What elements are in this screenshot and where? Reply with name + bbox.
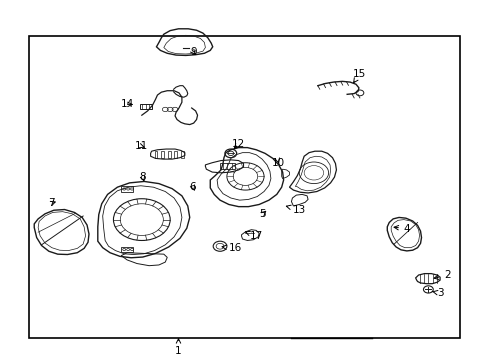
Bar [121,247,133,252]
Text: 14: 14 [121,99,134,109]
Text: 9: 9 [190,47,197,57]
Text: 5: 5 [259,209,265,219]
Bar [167,151,170,158]
Bar [29,36,459,338]
Text: 2: 2 [433,270,450,280]
Text: 6: 6 [189,182,196,192]
Text: 10: 10 [271,158,285,168]
Text: 12: 12 [231,139,244,149]
Text: 4: 4 [393,224,410,234]
Bar [220,163,234,169]
Text: 11: 11 [134,141,147,151]
Bar [154,151,157,158]
Bar [140,104,151,109]
Text: 15: 15 [352,69,366,83]
Bar [181,151,183,158]
Bar [121,186,133,192]
Bar [174,151,177,158]
Bar [161,151,164,158]
Text: 13: 13 [286,204,305,215]
Text: 3: 3 [431,288,444,298]
Text: 17: 17 [245,231,262,241]
Text: 16: 16 [222,243,242,253]
Text: 7: 7 [48,198,55,208]
Text: 8: 8 [139,172,146,182]
Text: 1: 1 [175,339,182,356]
